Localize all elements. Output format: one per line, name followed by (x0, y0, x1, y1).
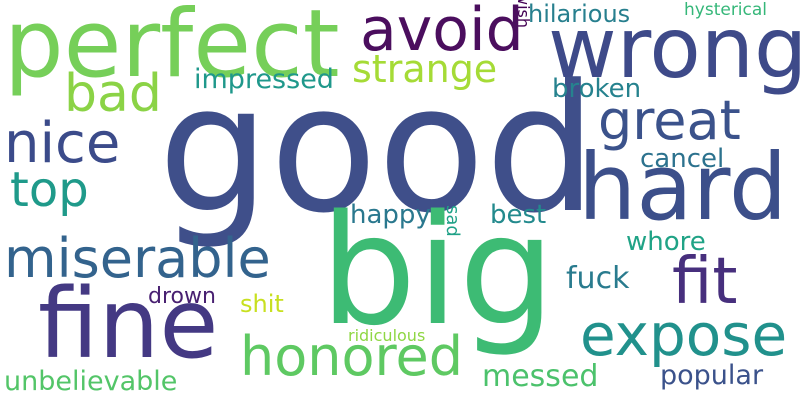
word-drown: drown (148, 284, 216, 309)
word-cancel: cancel (640, 144, 725, 174)
word-whore: whore (626, 227, 706, 257)
word-top: top (10, 162, 89, 218)
word-perfect: perfect (4, 0, 340, 99)
word-popular: popular (660, 360, 764, 391)
word-messed: messed (482, 359, 599, 394)
word-sad: sad (442, 205, 463, 237)
word-fit: fit (672, 245, 738, 319)
word-ridiculous: ridiculous (348, 326, 426, 345)
word-wrong: wrong (548, 0, 800, 97)
word-broken: broken (552, 74, 642, 104)
word-strange: strange (352, 47, 498, 91)
word-happy: happy (350, 200, 431, 230)
word-shit: shit (240, 290, 284, 318)
word-nice: nice (4, 111, 121, 176)
word-miserable: miserable (4, 227, 271, 290)
word-hysterical: hysterical (684, 0, 768, 20)
word-bad: bad (64, 64, 162, 124)
word-fuck: fuck (566, 261, 630, 296)
word-impressed: impressed (194, 64, 334, 95)
word-avoid: avoid (360, 0, 524, 65)
word-best: best (490, 200, 547, 230)
word-big: big (320, 182, 556, 359)
word-expose: expose (580, 301, 788, 369)
word-hilarious: hilarious (528, 0, 631, 28)
word-unbelievable: unbelievable (4, 366, 178, 397)
word-great: great (598, 89, 741, 152)
word-fine: fine (38, 268, 219, 380)
word-hard: hard (578, 134, 788, 241)
word-good: good (158, 47, 597, 252)
word-honored: honored (240, 325, 464, 388)
word-wish: wish (514, 0, 533, 29)
